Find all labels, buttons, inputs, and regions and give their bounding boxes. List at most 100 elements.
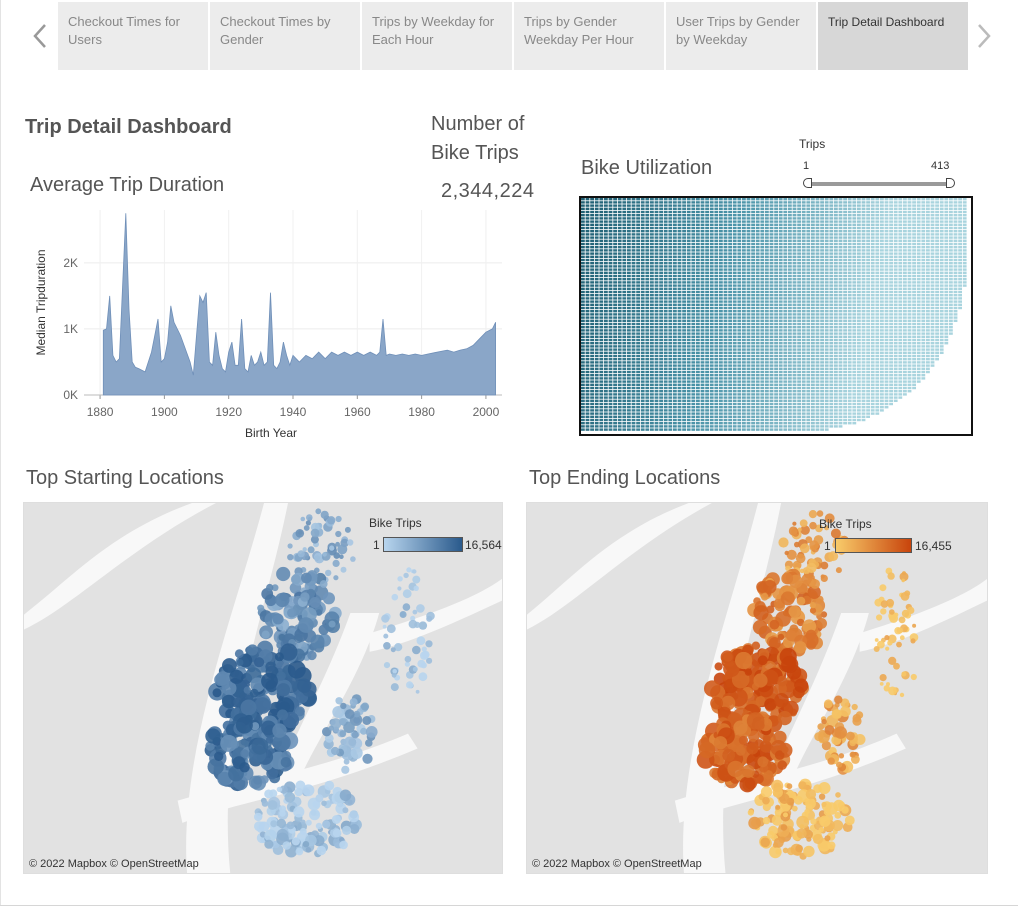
tab-trip-detail-dashboard[interactable]: Trip Detail Dashboard (818, 2, 968, 70)
utilization-cell (622, 262, 627, 265)
utilization-cell (746, 217, 751, 220)
utilization-cell (755, 326, 760, 329)
utilization-cell (746, 316, 751, 319)
utilization-cell (636, 271, 640, 274)
utilization-cell (852, 332, 857, 335)
tab-user-trips-by-gender-by-weekday[interactable]: User Trips by Gender by Weekday (666, 2, 816, 70)
prev-tabs-button[interactable] (26, 16, 54, 56)
trips-filter-track[interactable] (807, 182, 950, 186)
utilization-cell (714, 268, 719, 271)
utilization-cell (668, 345, 673, 348)
utilization-cell (645, 332, 650, 335)
tab-trips-by-gender-weekday-per-hour[interactable]: Trips by Gender Weekday Per Hour (514, 2, 664, 70)
utilization-cell (857, 265, 861, 268)
utilization-cell (829, 380, 834, 383)
utilization-cell (889, 383, 893, 386)
utilization-cell (870, 306, 875, 310)
utilization-cell (732, 249, 737, 252)
utilization-cell (815, 377, 820, 380)
utilization-cell (820, 210, 824, 214)
utilization-cell (797, 316, 801, 319)
utilization-cell (847, 252, 852, 255)
utilization-cell (852, 306, 857, 310)
utilization-cell (815, 370, 820, 374)
utilization-cell (958, 246, 962, 249)
utilization-cell (778, 303, 783, 306)
utilization-cell (880, 383, 884, 386)
utilization-cell (861, 233, 866, 236)
utilization-cell (723, 367, 728, 370)
utilization-cell (682, 367, 686, 370)
utilization-cell (916, 303, 921, 306)
utilization-cell (889, 242, 893, 246)
utilization-cell (714, 300, 719, 303)
tab-checkout-times-by-gender[interactable]: Checkout Times by Gender (210, 2, 360, 70)
utilization-cell (677, 198, 682, 201)
utilization-cell (594, 281, 599, 284)
utilization-cell (866, 210, 870, 214)
utilization-cell (838, 198, 843, 201)
trips-filter-min-handle[interactable] (803, 178, 812, 188)
utilization-cell (811, 370, 815, 374)
next-tabs-button[interactable] (970, 16, 998, 56)
utilization-cell (949, 265, 953, 268)
utilization-cell (755, 268, 760, 271)
utilization-cell (627, 252, 631, 255)
utilization-cell (686, 287, 691, 290)
utilization-cell (604, 377, 608, 380)
utilization-cell (875, 364, 880, 367)
utilization-cell (686, 390, 691, 393)
utilization-cell (663, 290, 668, 294)
utilization-cell (732, 284, 737, 287)
utilization-cell (912, 386, 916, 390)
utilization-cell (811, 268, 815, 271)
utilization-cell (668, 294, 673, 297)
utilization-cell (613, 358, 617, 361)
utilization-cell (801, 345, 806, 348)
utilization-cell (581, 284, 585, 287)
utilization-cell (581, 370, 585, 374)
utilization-cell (824, 300, 829, 303)
utilization-cell (594, 358, 599, 361)
utilization-cell (719, 377, 723, 380)
utilization-cell (585, 326, 590, 329)
utilization-cell (627, 374, 631, 377)
utilization-cell (696, 322, 700, 326)
utilization-cell (677, 390, 682, 393)
utilization-cell (903, 236, 907, 239)
utilization-cell (585, 364, 590, 367)
utilization-cell (783, 281, 788, 284)
utilization-cell (930, 354, 935, 358)
utilization-cell (746, 374, 751, 377)
utilization-cell (723, 198, 728, 201)
utilization-cell (746, 329, 751, 332)
utilization-cell (650, 255, 654, 258)
tab-trips-by-weekday-for-each-hour[interactable]: Trips by Weekday for Each Hour (362, 2, 512, 70)
utilization-cell (691, 383, 696, 386)
utilization-cell (778, 364, 783, 367)
utilization-cell (631, 348, 636, 351)
trips-filter-max-handle[interactable] (946, 178, 955, 188)
utilization-cell (594, 335, 599, 338)
utilization-cell (654, 367, 659, 370)
utilization-cell (875, 220, 880, 223)
utilization-cell (640, 390, 645, 393)
duration-area-series[interactable] (102, 213, 496, 396)
utilization-cell (953, 252, 958, 255)
utilization-heatmap[interactable] (579, 196, 973, 436)
utilization-cell (622, 287, 627, 290)
utilization-cell (604, 246, 608, 249)
utilization-cell (659, 258, 663, 262)
utilization-cell (608, 258, 613, 262)
utilization-cell (939, 332, 944, 335)
utilization-cell (847, 210, 852, 214)
utilization-cell (903, 258, 907, 262)
utilization-cell (673, 364, 677, 367)
utilization-cell (930, 338, 935, 342)
utilization-cell (875, 287, 880, 290)
utilization-cell (645, 348, 650, 351)
utilization-cell (852, 281, 857, 284)
tab-checkout-times-for-users[interactable]: Checkout Times for Users (58, 2, 208, 70)
utilization-cell (834, 255, 838, 258)
